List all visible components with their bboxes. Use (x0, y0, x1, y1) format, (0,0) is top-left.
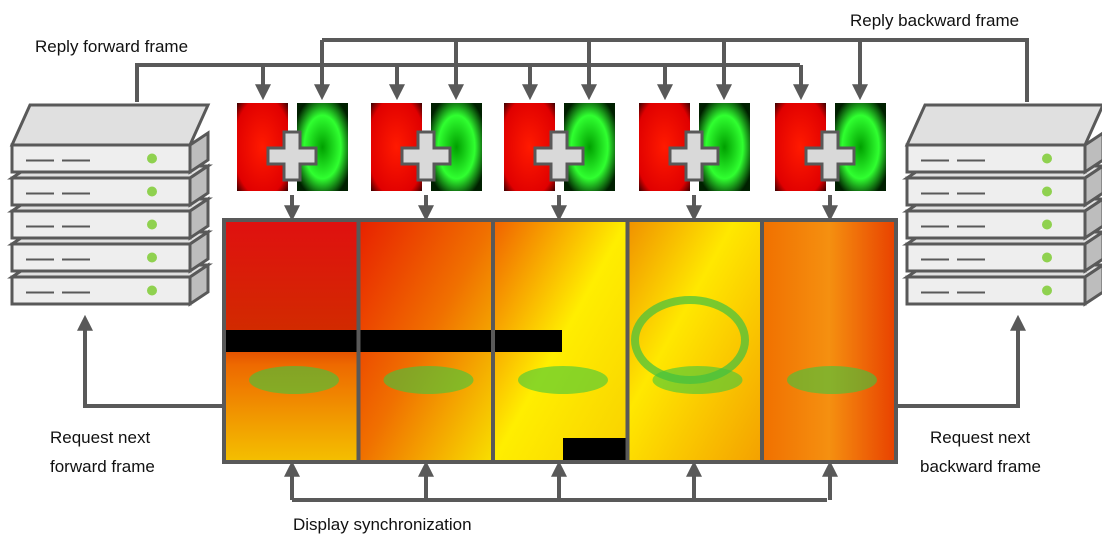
server-led (147, 220, 157, 230)
label: Request next (930, 428, 1030, 447)
server-led (147, 286, 157, 296)
server-led (147, 187, 157, 197)
server-front (12, 178, 190, 205)
server-led (1042, 253, 1052, 263)
server-front (907, 277, 1085, 304)
server-front (12, 277, 190, 304)
label: backward frame (920, 457, 1041, 476)
connector (137, 65, 800, 102)
server-front (907, 244, 1085, 271)
connector (898, 340, 1018, 406)
flow-feature (249, 366, 339, 394)
frames (237, 103, 886, 191)
server-front (12, 244, 190, 271)
server-top (12, 105, 208, 145)
server-led (147, 154, 157, 164)
flow-feature (787, 366, 877, 394)
server-led (1042, 286, 1052, 296)
label: Reply backward frame (850, 11, 1019, 30)
display-panel (762, 220, 897, 462)
label: forward frame (50, 457, 155, 476)
label: Display synchronization (293, 515, 472, 534)
server-led (147, 253, 157, 263)
server-led (1042, 220, 1052, 230)
connector (322, 40, 1027, 102)
connector (85, 340, 222, 406)
label: Reply forward frame (35, 37, 188, 56)
diagram: Reply forward frame Reply backward frame… (0, 0, 1102, 538)
server-top (907, 105, 1102, 145)
flow-feature (384, 366, 474, 394)
server-led (1042, 154, 1052, 164)
server-front (907, 211, 1085, 238)
server-front (12, 145, 190, 172)
label: Request next (50, 428, 150, 447)
server-led (1042, 187, 1052, 197)
display-wall (224, 220, 897, 462)
server-front (907, 178, 1085, 205)
server-front (12, 211, 190, 238)
seam (563, 438, 629, 460)
server-front (907, 145, 1085, 172)
flow-feature (518, 366, 608, 394)
page: Reply forward frame Reply backward frame… (0, 0, 1102, 538)
seam (226, 330, 562, 352)
